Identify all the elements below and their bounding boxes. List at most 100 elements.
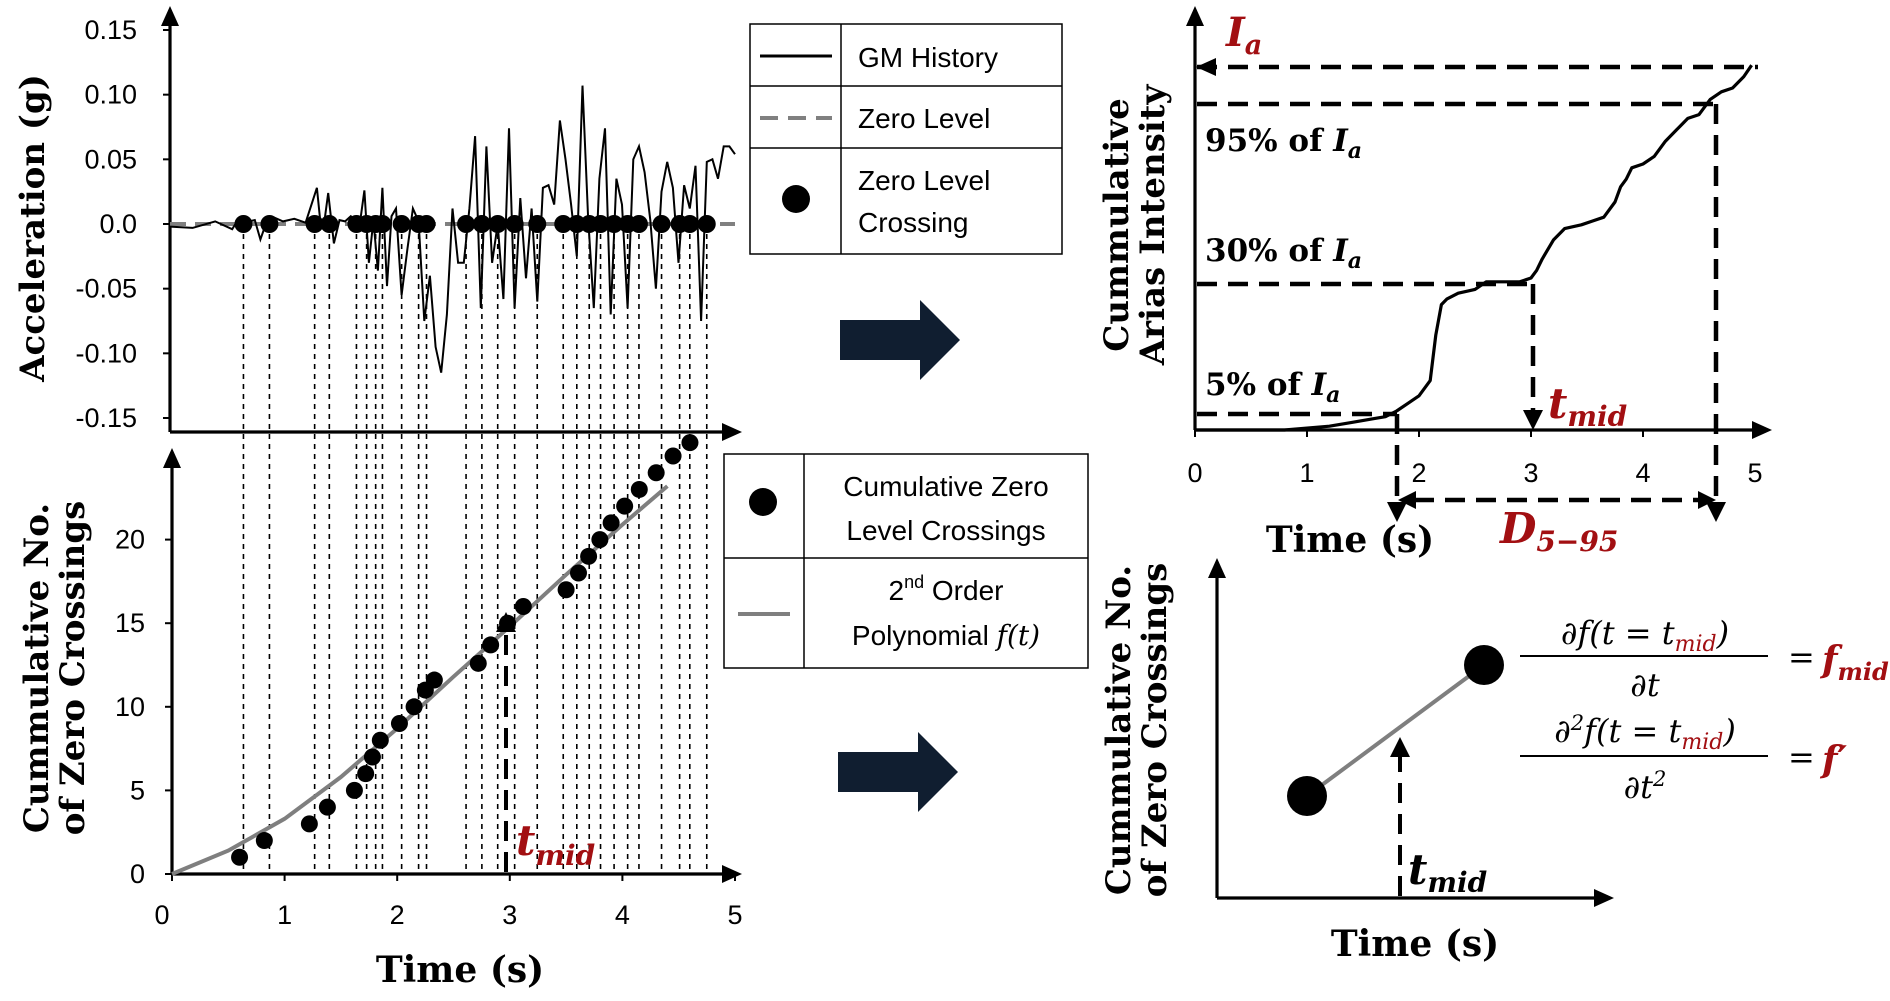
svg-text:∂t2: ∂t2 <box>1624 767 1667 806</box>
zero-crossings-panel: 0 5 10 15 20 0 1 2 3 4 5 Cummulative No. of Zero C… <box>17 434 743 991</box>
schematic-x-label: Time (s) <box>1331 923 1499 965</box>
svg-text:=: = <box>1788 738 1815 776</box>
x-tick-label: 4 <box>615 900 630 930</box>
cumulative-crossing-dot <box>630 480 648 498</box>
x-tick-label: 0 <box>154 900 169 930</box>
zero-crossing-dot <box>652 215 671 233</box>
zero-crossing-dot <box>417 215 436 233</box>
svg-text:fmid: fmid <box>1819 639 1889 686</box>
y-tick-label: 15 <box>115 608 145 638</box>
x-axis-arrowhead-icon <box>1752 421 1772 439</box>
arias-x-label: Time (s) <box>1266 519 1434 561</box>
svg-text:f′: f′ <box>1819 739 1847 781</box>
y-tick-label: -0.10 <box>75 338 137 368</box>
y-axis-arrowhead-icon <box>1208 558 1226 578</box>
cumulative-crossing-dot <box>591 531 609 549</box>
x-tick-label: 3 <box>502 900 517 930</box>
svg-text:∂f(t = tmid): ∂f(t = tmid) <box>1561 614 1729 657</box>
cumulative-crossing-dot <box>390 715 408 733</box>
x-tick-label: 5 <box>1747 458 1762 488</box>
acceleration-panel: 0.15 0.10 0.05 0.0 -0.05 -0.10 -0.15 Accelerat… <box>13 6 742 872</box>
zero-crossing-dot <box>488 215 507 233</box>
arias-y-label-line1: Cummulative <box>1097 98 1137 351</box>
zc-y-label-line2: of Zero Crossings <box>53 501 93 836</box>
y-tick-label: 0.05 <box>84 144 137 174</box>
legend-poly-line1: 2nd Order <box>889 572 1004 606</box>
zc-x-label: Time (s) <box>376 949 544 991</box>
arrowhead-icon <box>1390 737 1410 757</box>
slope-line <box>1305 663 1486 798</box>
cumulative-crossing-dot <box>300 815 318 833</box>
arrowhead-icon <box>1398 491 1416 509</box>
zero-crossing-dot <box>472 215 491 233</box>
y-tick-label: 5 <box>130 775 145 805</box>
zero-crossing-dot <box>457 215 476 233</box>
cumulative-crossing-dot <box>557 581 575 599</box>
x-tick-label: 0 <box>1187 458 1202 488</box>
zero-crossing-dot <box>234 215 253 233</box>
polynomial-line <box>171 484 669 876</box>
y-axis-arrowhead-icon <box>161 6 179 26</box>
cumulative-crossing-dot <box>647 464 665 482</box>
cumulative-crossing-dot <box>569 564 587 582</box>
zero-crossing-dot <box>392 215 411 233</box>
right-arrow-icon <box>838 732 958 812</box>
y-tick-label: 0.0 <box>99 209 137 239</box>
zero-crossing-dot <box>567 215 586 233</box>
arias-curve <box>1195 64 1753 432</box>
cumulative-crossing-dot <box>580 547 598 565</box>
x-tick-label: 1 <box>1299 458 1314 488</box>
legend-cum-line1: Cumulative Zero <box>843 471 1048 502</box>
arrowhead-icon <box>496 612 516 632</box>
arrowhead-icon <box>1706 502 1726 522</box>
legend-bottom: Cumulative Zero Level Crossings 2nd Orde… <box>723 453 1089 669</box>
x-tick-label: 3 <box>1523 458 1538 488</box>
cumulative-crossing-dot <box>482 636 500 654</box>
arias-panel: 0 1 2 3 4 5 Cummulative Arias Intensity Time … <box>1097 6 1772 561</box>
ia-label: Ia <box>1225 9 1262 61</box>
zero-crossing-dot <box>605 215 624 233</box>
right-arrow-icon <box>840 300 960 380</box>
legend-top: GM History Zero Level Zero Level Crossin… <box>749 23 1063 255</box>
y-tick-label: 0.10 <box>84 80 137 110</box>
cumulative-crossing-dot <box>469 654 487 672</box>
cumulative-crossing-dot <box>371 731 389 749</box>
legend-crossing-line1: Zero Level <box>858 165 990 196</box>
dot-marker-icon <box>782 185 810 213</box>
zero-crossing-dot <box>505 215 524 233</box>
zero-crossing-dot <box>554 215 573 233</box>
legend-gm-history: GM History <box>858 42 998 73</box>
arrowhead-icon <box>1523 410 1543 430</box>
x-tick-label: 4 <box>1635 458 1650 488</box>
schematic-y-label-line1: Cummulative No. <box>1099 565 1139 895</box>
cumulative-crossing-dot <box>231 848 249 866</box>
dot-marker-icon <box>749 488 777 516</box>
legend-crossing-line2: Crossing <box>858 207 968 238</box>
tmid-label: tmid <box>1548 379 1627 433</box>
legend-box <box>749 23 1063 255</box>
y-tick-label: 0 <box>130 859 145 889</box>
derivative-panel: Cummulative No. of Zero Crossings Time (… <box>1099 558 1889 965</box>
gm-history-line <box>169 85 736 373</box>
x-tick-label: 2 <box>390 900 405 930</box>
x-axis-arrowhead-icon <box>1594 889 1614 907</box>
d595-label: D5−95 <box>1499 504 1618 558</box>
y-tick-label: 20 <box>115 525 145 555</box>
zero-crossing-dot <box>591 215 610 233</box>
x-tick-label: 1 <box>277 900 292 930</box>
arrowhead-icon <box>1387 502 1407 522</box>
svg-text:=: = <box>1788 638 1815 676</box>
cumulative-crossing-dot <box>681 434 699 452</box>
second-derivative-equation: ∂2f(t = tmid) ∂t2 = f′ <box>1520 711 1847 806</box>
y-tick-label: -0.05 <box>75 274 137 304</box>
schematic-y-label-line2: of Zero Crossings <box>1135 563 1175 898</box>
legend-cum-line2: Level Crossings <box>846 515 1045 546</box>
svg-text:∂t: ∂t <box>1630 666 1660 704</box>
legend-zero-level: Zero Level <box>858 103 990 134</box>
zero-crossing-dot <box>697 215 716 233</box>
cumulative-crossing-dot <box>425 671 443 689</box>
tmid-label: tmid <box>1408 845 1487 899</box>
zero-crossing-dot <box>629 215 648 233</box>
cumulative-crossing-dot <box>363 748 381 766</box>
